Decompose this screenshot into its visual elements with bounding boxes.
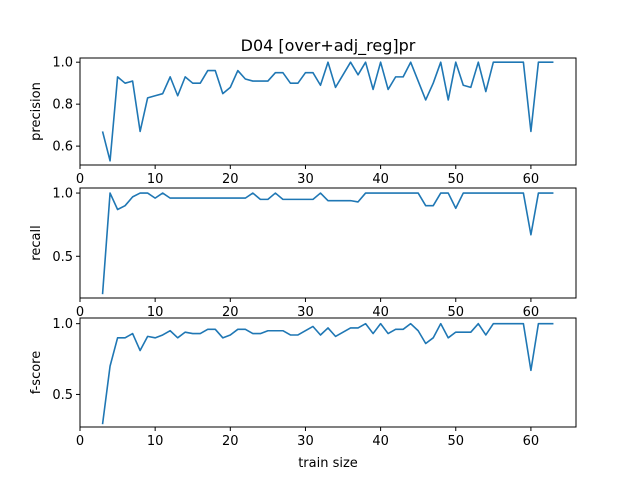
f-score-y-tick-label: 1.0 [52, 317, 73, 332]
recall-x-tick-label: 20 [222, 305, 239, 320]
subplot-f-score: 0 10 20 30 40 50 60 0.5 1.0 f-score [29, 317, 577, 449]
recall-x-tick-label: 50 [447, 305, 464, 320]
recall-series-line [101, 192, 554, 295]
f-score-axes-frame [79, 317, 577, 428]
precision-x-tick-label: 40 [372, 172, 389, 187]
subplot-precision: 0 10 20 30 40 50 60 0.6 0.8 1.0 precision [29, 56, 577, 187]
precision-x-tick-label: 60 [523, 172, 540, 187]
f-score-x-tick-label: 10 [147, 434, 164, 449]
precision-x-tick-label: 50 [447, 172, 464, 187]
figure-title: D04 [over+adj_reg]pr [241, 36, 416, 56]
recall-y-tick-label: 0.5 [52, 250, 73, 265]
f-score-x-tick-label: 40 [372, 434, 389, 449]
precision-x-tick-label: 10 [147, 172, 164, 187]
f-score-x-tick-label: 50 [447, 434, 464, 449]
precision-x-tick-label: 30 [297, 172, 314, 187]
recall-axes-frame [79, 187, 577, 299]
recall-y-tick-label: 1.0 [52, 187, 73, 202]
f-score-x-tick-label: 0 [76, 434, 84, 449]
f-score-x-tick-label: 30 [297, 434, 314, 449]
f-score-series-line [101, 322, 554, 425]
precision-axes-frame [79, 57, 577, 166]
precision-y-axis-label: precision [29, 82, 44, 141]
precision-x-tick-label: 20 [222, 172, 239, 187]
recall-x-tick-label: 30 [297, 305, 314, 320]
precision-y-tick-label: 1.0 [52, 56, 73, 71]
precision-x-tick-label: 0 [76, 172, 84, 187]
recall-x-tick-label: 40 [372, 305, 389, 320]
precision-y-tick-label: 0.8 [52, 98, 73, 113]
subplot-recall: 0 10 20 30 40 50 60 0.5 1.0 recall [29, 187, 577, 320]
recall-y-axis-label: recall [29, 225, 44, 260]
precision-y-tick-label: 0.6 [52, 140, 73, 155]
f-score-y-axis-label: f-score [29, 351, 44, 395]
subplots: 0 10 20 30 40 50 60 0.6 0.8 1.0 precision 0 10 20 30 40… [29, 56, 577, 449]
f-score-y-tick-label: 0.5 [52, 388, 73, 403]
f-score-x-tick-label: 20 [222, 434, 239, 449]
precision-series-line [101, 61, 554, 162]
recall-x-tick-label: 0 [76, 305, 84, 320]
recall-x-tick-label: 60 [523, 305, 540, 320]
f-score-x-tick-label: 60 [523, 434, 540, 449]
x-axis-label: train size [298, 456, 358, 471]
recall-x-tick-label: 10 [147, 305, 164, 320]
